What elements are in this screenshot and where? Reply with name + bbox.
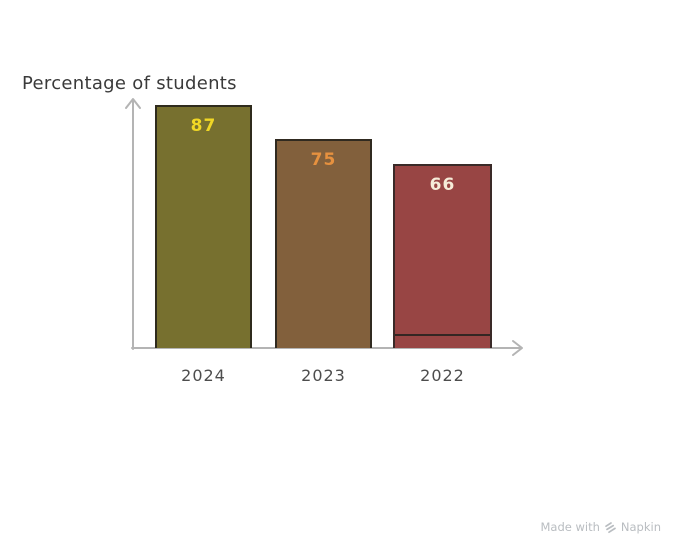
- bar-value-2024: 87: [190, 116, 217, 136]
- watermark-prefix: Made with: [540, 520, 600, 534]
- bar-value-2022: 66: [429, 175, 456, 195]
- y-axis-arrow-icon: [125, 98, 141, 109]
- x-tick-label-2023: 2023: [301, 366, 346, 385]
- bar-2022-divider-line: [395, 334, 490, 336]
- x-tick-label-2022: 2022: [420, 366, 465, 385]
- watermark-brand: Napkin: [620, 520, 661, 534]
- bar-value-2023: 75: [310, 150, 337, 170]
- napkin-watermark: Made with Napkin: [541, 520, 662, 534]
- bar-2024: 87: [155, 105, 252, 348]
- chart-title: Percentage of students: [22, 73, 237, 94]
- bar-2023: 75: [275, 139, 372, 348]
- x-axis-arrow-icon: [512, 340, 523, 356]
- x-tick-label-2024: 2024: [181, 366, 226, 385]
- napkin-logo-icon: [605, 521, 616, 533]
- bar-2022: 66: [393, 164, 492, 348]
